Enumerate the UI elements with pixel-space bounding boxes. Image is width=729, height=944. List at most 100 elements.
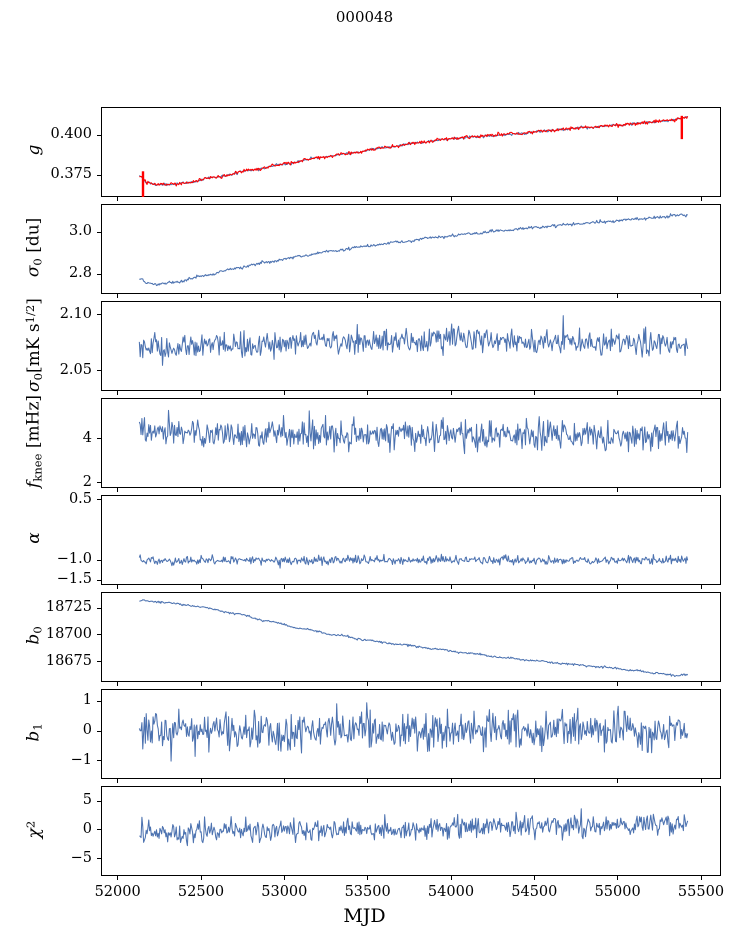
xtick-label-2: 53000 (261, 884, 308, 900)
ytick-mark-sigma0-du-0 (97, 273, 101, 275)
ytick-label-fknee-1: 4 (82, 429, 92, 446)
xtick-mark-fknee-0 (117, 488, 119, 492)
xtick-mark-sigma0-mk-0 (117, 391, 119, 395)
series-gain-smooth (138, 116, 688, 187)
ytick-label-sigma0-mk-0: 2.05 (59, 361, 92, 378)
xtick-label-5: 54500 (511, 884, 558, 900)
ytick-label-gain-1: 0.400 (50, 126, 92, 143)
series-alpha (138, 553, 689, 569)
panel-alpha: −1.5 −1.0 0.5 α (24, 491, 721, 589)
xtick-mark-b0-0 (117, 682, 119, 686)
xtick-mark-sigma0-mk-1 (200, 391, 202, 395)
panel-fknee: 2 4 fknee [mHz] (24, 395, 721, 492)
ytick-mark-sigma0-du-1 (97, 231, 101, 233)
panel-sigma0-mk: 2.05 2.10 σ0[mK s1/2] (23, 298, 721, 395)
xtick-mark-sigma0-mk-3 (367, 391, 369, 395)
xtick-mark-alpha-6 (617, 585, 619, 589)
ytick-mark-alpha-0 (97, 579, 101, 581)
ytick-label-b1-2: 1 (82, 692, 92, 709)
xtick-mark-gain-3 (367, 197, 369, 201)
ytick-label-alpha-2: 0.5 (68, 490, 92, 507)
ytick-mark-chi2-0 (97, 858, 101, 860)
xtick-mark-b1-2 (283, 779, 285, 783)
panel-b1: −1 0 1 b1 (24, 689, 721, 783)
xtick-label-3: 53500 (344, 884, 391, 900)
xtick-mark-fknee-2 (283, 488, 285, 492)
xtick-mark-sigma0-du-0 (117, 294, 119, 298)
panel-frame-gain (101, 107, 721, 197)
xtick-mark-sigma0-mk-4 (450, 391, 452, 395)
ytick-label-b1-1: 0 (82, 722, 92, 739)
xtick-mark-chi2-0 (117, 876, 119, 880)
xtick-mark-sigma0-du-6 (617, 294, 619, 298)
xtick-mark-chi2-6 (617, 876, 619, 880)
ytick-label-alpha-1: −1.0 (56, 551, 92, 568)
xtick-mark-chi2-2 (283, 876, 285, 880)
xtick-mark-b1-0 (117, 779, 119, 783)
xtick-mark-gain-7 (700, 197, 702, 201)
panel-plot-sigma0-mk (138, 315, 689, 366)
xtick-label-6: 55000 (594, 884, 641, 900)
ytick-label-b0-1: 18700 (45, 625, 92, 642)
xtick-mark-gain-0 (117, 197, 119, 201)
xtick-mark-chi2-5 (533, 876, 535, 880)
series-b0 (139, 599, 689, 678)
ytick-label-sigma0-du-1: 3.0 (68, 223, 92, 240)
ytick-mark-b1-1 (97, 730, 101, 732)
series-sigma0-du (139, 213, 688, 287)
xtick-mark-fknee-7 (700, 488, 702, 492)
ytick-label-fknee-0: 2 (82, 473, 92, 490)
panel-plot-gain (138, 115, 689, 197)
xtick-mark-chi2-7 (700, 876, 702, 880)
ytick-mark-b1-2 (97, 700, 101, 703)
xtick-mark-fknee-6 (617, 488, 619, 492)
xtick-mark-alpha-2 (283, 585, 285, 589)
xtick-mark-b0-3 (367, 682, 369, 686)
ytick-label-sigma0-mk-1: 2.10 (59, 305, 92, 322)
series-chi2 (139, 808, 689, 847)
xtick-mark-alpha-1 (200, 585, 202, 589)
ytick-label-chi2-2: 5 (82, 792, 92, 808)
panel-plot-b1 (138, 702, 689, 762)
series-b1 (138, 702, 689, 762)
xtick-mark-fknee-1 (200, 488, 202, 492)
xtick-mark-b0-1 (200, 682, 202, 686)
xtick-mark-b1-7 (700, 779, 702, 783)
series-fknee (138, 409, 689, 455)
xtick-mark-alpha-4 (450, 585, 452, 589)
xtick-mark-b0-4 (450, 682, 452, 686)
ytick-mark-gain-1 (97, 134, 101, 136)
ytick-label-chi2-0: −5 (70, 849, 92, 866)
xtick-mark-sigma0-du-3 (367, 294, 369, 298)
panel-plot-alpha (138, 553, 689, 569)
ytick-mark-fknee-0 (97, 482, 101, 484)
ytick-label-gain-0: 0.375 (50, 166, 92, 183)
series-sigma0-mk (138, 315, 689, 366)
ytick-label-b0-2: 18725 (45, 599, 92, 616)
xtick-mark-gain-5 (533, 197, 535, 201)
series-gain-fit (139, 115, 689, 187)
xtick-label-1: 52500 (177, 884, 225, 900)
ytick-label-chi2-1: 0 (82, 820, 92, 837)
xtick-mark-fknee-3 (367, 488, 369, 492)
xtick-mark-b0-7 (700, 682, 702, 686)
xtick-mark-gain-6 (617, 197, 619, 201)
panel-frame-alpha (101, 495, 721, 585)
ytick-mark-b0-0 (97, 661, 101, 663)
panel-frame-sigma0-du (101, 204, 721, 294)
xtick-mark-b1-5 (533, 779, 535, 783)
xtick-mark-sigma0-du-1 (200, 294, 202, 298)
panel-sigma0-du: 2.8 3.0 σ0 [du] (24, 204, 721, 298)
xtick-label-0: 52000 (94, 884, 141, 900)
ytick-mark-chi2-1 (97, 829, 101, 831)
xtick-label-4: 54000 (427, 884, 475, 900)
xtick-mark-sigma0-du-5 (533, 294, 535, 298)
xtick-mark-gain-1 (200, 197, 202, 201)
ytick-mark-sigma0-mk-1 (97, 314, 101, 316)
xtick-mark-chi2-1 (200, 876, 202, 880)
xtick-mark-fknee-4 (450, 488, 452, 492)
xtick-mark-sigma0-mk-5 (533, 391, 535, 395)
ytick-mark-b1-0 (97, 760, 101, 762)
y-axis-label-chi2: χ2 (23, 820, 45, 839)
